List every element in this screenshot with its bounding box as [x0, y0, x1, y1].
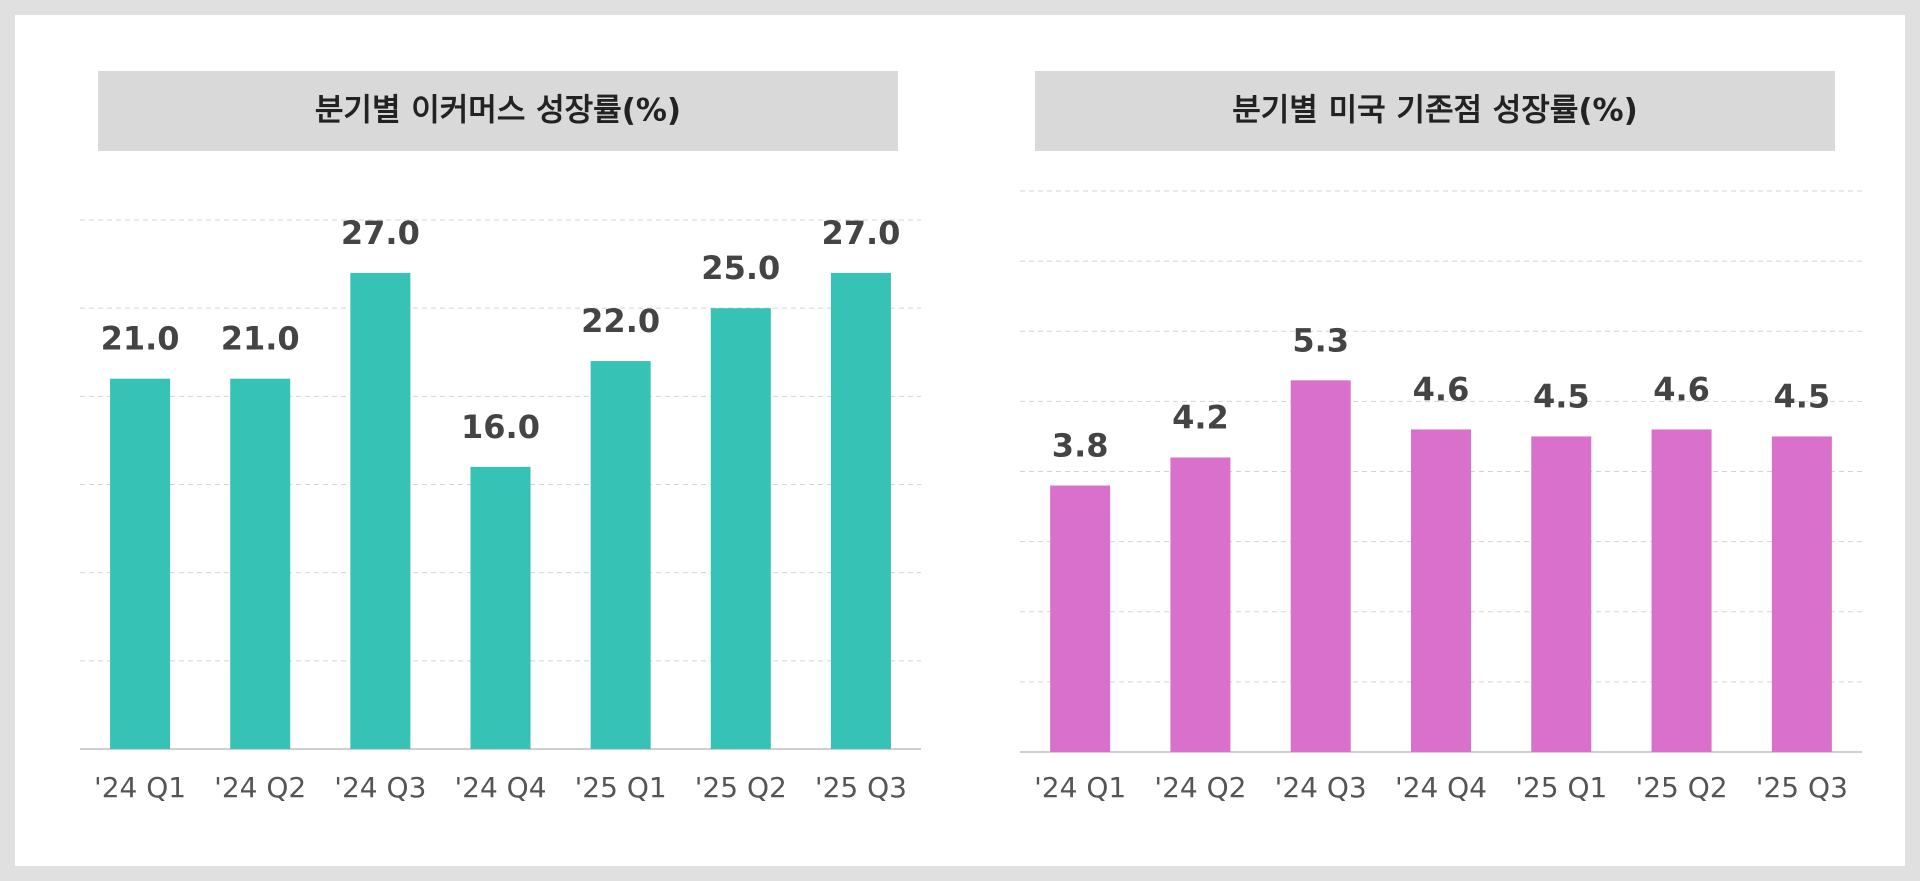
value-label: 3.8: [1052, 427, 1109, 465]
value-label: 16.0: [461, 408, 540, 446]
x-tick-label: '24 Q2: [1154, 771, 1246, 804]
x-tick-label: '25 Q3: [815, 771, 907, 804]
x-tick-label: '24 Q4: [1395, 771, 1487, 804]
value-label: 4.5: [1533, 377, 1590, 415]
bar: [710, 308, 771, 749]
x-tick-label: '25 Q2: [1636, 771, 1728, 804]
title-box: [98, 71, 898, 151]
bar: [590, 361, 651, 749]
bar: [1050, 485, 1111, 752]
value-label: 5.3: [1292, 321, 1349, 359]
value-label: 4.5: [1774, 377, 1831, 415]
x-tick-label: '25 Q1: [575, 771, 667, 804]
value-label: 25.0: [701, 249, 780, 287]
bar: [1411, 429, 1471, 752]
bar: [350, 272, 411, 749]
bar: [110, 378, 171, 749]
bar: [1651, 429, 1712, 752]
x-tick-label: '24 Q1: [1034, 771, 1126, 804]
bar: [470, 466, 531, 749]
bar: [1531, 436, 1592, 752]
x-tick-label: '25 Q1: [1515, 771, 1607, 804]
value-label: 22.0: [581, 302, 660, 340]
x-tick-label: '24 Q4: [454, 771, 546, 804]
x-tick-label: '24 Q3: [1275, 771, 1367, 804]
x-tick-label: '24 Q1: [94, 771, 186, 804]
bar: [1290, 380, 1351, 752]
title-box: [1035, 71, 1835, 151]
bar: [1170, 457, 1231, 752]
value-label: 4.6: [1653, 370, 1710, 408]
value-label: 21.0: [101, 320, 180, 358]
value-label: 27.0: [821, 214, 900, 252]
bar: [230, 378, 291, 749]
bar: [1771, 436, 1832, 752]
x-tick-label: '25 Q2: [695, 771, 787, 804]
x-tick-label: '25 Q3: [1756, 771, 1848, 804]
chart-title: 분기별 이커머스 성장률(%): [315, 93, 681, 129]
value-label: 21.0: [221, 320, 300, 358]
value-label: 4.6: [1413, 370, 1470, 408]
value-label: 4.2: [1172, 398, 1229, 436]
x-tick-label: '24 Q2: [214, 771, 306, 804]
x-tick-label: '24 Q3: [334, 771, 426, 804]
value-label: 27.0: [341, 214, 420, 252]
chart-title: 분기별 미국 기존점 성장률(%): [1232, 93, 1638, 129]
bar: [830, 272, 891, 749]
